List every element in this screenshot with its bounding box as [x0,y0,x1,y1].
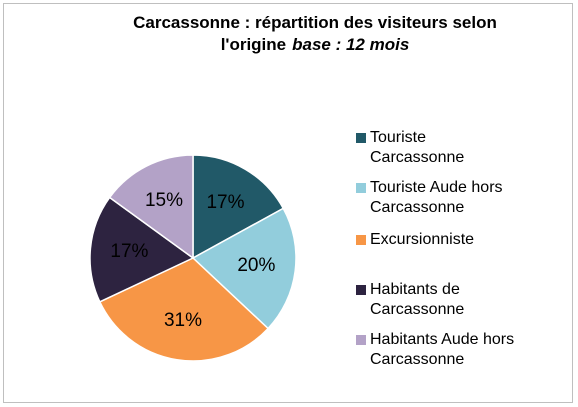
pie-slice [98,257,270,362]
pie-slice [89,196,195,303]
legend-entry: Habitants Aude hors Carcassonne [356,330,526,370]
legend-entry: Excursionniste [356,230,526,250]
chart-title: Carcassonne : répartition des visiteurs … [133,13,497,54]
legend-label: Habitants Aude hors Carcassonne [370,331,515,368]
chart-title-block: Carcassonne : répartition des visiteurs … [110,12,520,56]
pie-slice [192,154,285,260]
legend-entry: Touriste Aude hors Carcassonne [356,178,526,218]
legend-label: Excursionniste [370,231,475,248]
legend-entry: Touriste Carcassonne [356,128,526,168]
chart-border [3,3,573,403]
data-label: 15% [145,190,183,211]
data-label: 20% [237,255,275,276]
legend-label: Habitants de Carcassonne [370,281,465,318]
legend-label: Touriste Aude hors Carcassonne [370,179,503,216]
legend-entry: Habitants de Carcassonne [356,280,526,320]
legend-swatch [356,133,366,143]
pie-slice [191,207,297,330]
data-label: 17% [110,241,148,262]
legend-label: Touriste Carcassonne [370,129,465,166]
legend-swatch [356,235,366,245]
chart-subtitle: base : 12 mois [292,35,410,54]
data-label: 31% [164,310,202,331]
legend-swatch [356,335,366,345]
legend-swatch [356,285,366,295]
pie-slice [108,154,194,260]
data-label: 17% [206,192,244,213]
legend-swatch [356,183,366,193]
